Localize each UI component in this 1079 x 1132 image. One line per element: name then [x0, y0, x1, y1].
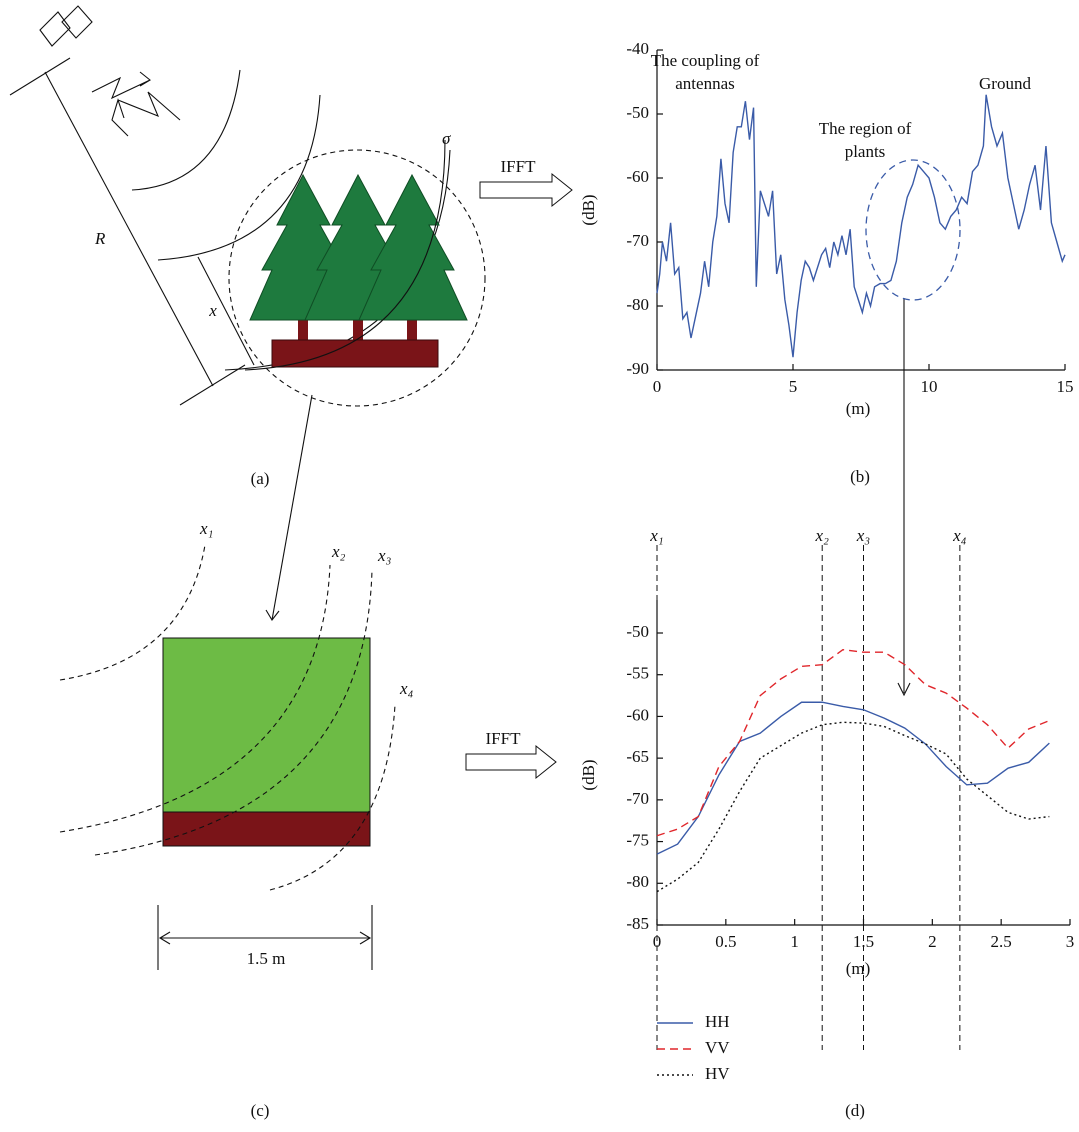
x-tick-label: 15: [1057, 377, 1074, 396]
y-tick-label: -55: [626, 664, 649, 683]
y-tick-label: -50: [626, 622, 649, 641]
y-tick-label: -80: [626, 295, 649, 314]
y-tick-label: -70: [626, 789, 649, 808]
wavefront: [132, 70, 240, 190]
dimension: [160, 932, 370, 944]
zoom-arrow: [272, 395, 312, 620]
x-tick-label: 5: [789, 377, 798, 396]
sigma-label: σ: [442, 129, 451, 148]
annotation: The coupling of: [651, 51, 760, 70]
legend-label: HH: [705, 1012, 730, 1031]
range-label: R: [94, 229, 106, 248]
x-axis-label: (m): [846, 399, 871, 418]
y-tick-label: -65: [626, 747, 649, 766]
x-tick-label: 2: [928, 932, 937, 951]
y-axis-label: (dB): [579, 759, 598, 790]
series-line: [657, 702, 1049, 854]
range-line: [45, 72, 213, 386]
range-label: x₄: [399, 679, 414, 698]
range-end: [180, 365, 245, 405]
x-tick-label: 0.5: [715, 932, 736, 951]
y-tick-label: -80: [626, 872, 649, 891]
wave-arrow: [92, 72, 150, 98]
y-tick-label: -90: [626, 359, 649, 378]
range-label: x₂: [331, 542, 346, 561]
y-axis-label: (dB): [579, 194, 598, 225]
range-label: x₁: [199, 519, 213, 538]
y-tick-label: -50: [626, 103, 649, 122]
ground-layer: [163, 812, 370, 846]
y-tick-label: -60: [626, 705, 649, 724]
antenna: [10, 6, 92, 95]
ifft-label: IFFT: [501, 157, 537, 176]
annotation: Ground: [979, 74, 1031, 93]
x-tick-label: 10: [921, 377, 938, 396]
panel-label: (a): [251, 469, 270, 488]
ifft-arrow: [480, 174, 572, 206]
x-tick-label: 0: [653, 377, 662, 396]
panel-label: (c): [251, 1101, 270, 1120]
figure: R x σ (a) (b) (c) (d) IFFT IFFT x₁ x₂ x₃…: [0, 0, 1079, 1132]
width-label: 1.5 m: [247, 949, 286, 968]
distance-label: x: [208, 301, 217, 320]
series-line: [657, 722, 1049, 891]
y-tick-label: -40: [626, 39, 649, 58]
range-marker-label: x₂: [814, 526, 829, 545]
x-tick-label: 3: [1066, 932, 1075, 951]
x-tick-label: 1: [790, 932, 799, 951]
panel-label: (d): [845, 1101, 865, 1120]
ifft-label: IFFT: [486, 729, 522, 748]
y-tick-label: -70: [626, 231, 649, 250]
y-tick-label: -60: [626, 167, 649, 186]
legend-label: HV: [705, 1064, 730, 1083]
distance-line: [198, 257, 254, 365]
wave-arrow: [112, 92, 180, 136]
annotation: plants: [845, 142, 886, 161]
x-tick-label: 2.5: [991, 932, 1012, 951]
range-marker-label: x₄: [952, 526, 967, 545]
canopy: [163, 638, 370, 812]
range-marker-label: x₃: [856, 526, 871, 545]
series-line: [657, 650, 1049, 836]
annotation: antennas: [675, 74, 734, 93]
panel-label: (b): [850, 467, 870, 486]
x-axis-label: (m): [846, 959, 871, 978]
legend-label: VV: [705, 1038, 730, 1057]
annotation: The region of: [819, 119, 912, 138]
ifft-arrow: [466, 746, 556, 778]
y-tick-label: -75: [626, 830, 649, 849]
y-tick-label: -85: [626, 914, 649, 933]
range-label: x₃: [377, 546, 392, 565]
range-marker-label: x₁: [649, 526, 663, 545]
